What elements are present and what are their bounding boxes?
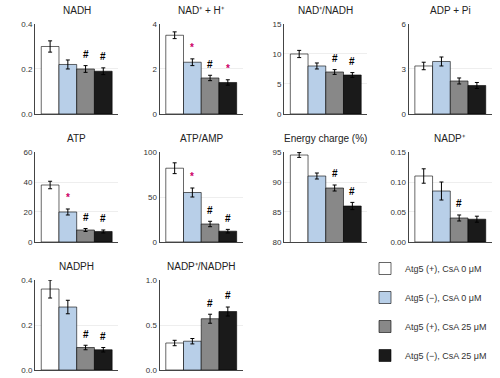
svg-text:*: * [190, 171, 194, 182]
svg-text:0: 0 [402, 110, 407, 119]
svg-text:#: # [100, 51, 106, 62]
svg-text:*: * [190, 42, 194, 53]
svg-text:NAD⁺ + H⁺: NAD⁺ + H⁺ [178, 5, 225, 16]
svg-text:0.2: 0.2 [21, 65, 33, 74]
svg-text:NADP⁺: NADP⁺ [434, 133, 466, 144]
svg-text:NADPH: NADPH [59, 261, 94, 272]
svg-text:#: # [349, 186, 355, 197]
svg-text:#: # [83, 329, 89, 340]
svg-text:#: # [332, 168, 338, 179]
svg-text:6: 6 [402, 20, 407, 29]
svg-text:4: 4 [152, 20, 157, 29]
svg-text:0.00: 0.00 [390, 238, 406, 247]
svg-text:0.10: 0.10 [390, 178, 406, 187]
svg-text:50: 50 [148, 193, 157, 202]
svg-text:0.0: 0.0 [146, 366, 158, 375]
svg-text:ATP/AMP: ATP/AMP [180, 133, 223, 144]
svg-text:0.15: 0.15 [390, 148, 406, 157]
svg-text:Atg5 (−), CsA 0 μM: Atg5 (−), CsA 0 μM [405, 293, 481, 303]
svg-text:ADP + Pi: ADP + Pi [430, 5, 471, 16]
svg-text:NAD⁺/NADH: NAD⁺/NADH [298, 5, 353, 16]
svg-text:Atg5 (+), CsA 0 μM: Atg5 (+), CsA 0 μM [405, 264, 481, 274]
svg-text:0: 0 [152, 110, 157, 119]
svg-text:100: 100 [144, 148, 158, 157]
svg-text:0: 0 [28, 238, 33, 247]
svg-text:Atg5 (−), CsA 25 μM: Atg5 (−), CsA 25 μM [405, 351, 486, 361]
svg-text:#: # [100, 331, 106, 342]
svg-text:*: * [226, 63, 230, 74]
svg-text:0.4: 0.4 [21, 276, 33, 285]
svg-text:3: 3 [402, 65, 407, 74]
svg-text:Atg5 (+), CsA 25 μM: Atg5 (+), CsA 25 μM [405, 322, 486, 332]
svg-text:#: # [332, 53, 338, 64]
svg-text:15: 15 [273, 20, 282, 29]
svg-text:Energy charge (%): Energy charge (%) [284, 133, 367, 144]
svg-text:#: # [207, 205, 213, 216]
svg-text:0.5: 0.5 [146, 321, 158, 330]
svg-text:#: # [225, 290, 231, 301]
svg-text:#: # [100, 213, 106, 224]
svg-text:0.05: 0.05 [390, 208, 406, 217]
svg-text:0.4: 0.4 [21, 20, 33, 29]
svg-text:#: # [456, 198, 462, 209]
svg-text:#: # [207, 59, 213, 70]
svg-text:0.0: 0.0 [21, 366, 33, 375]
svg-text:40: 40 [23, 178, 32, 187]
svg-text:NADH: NADH [63, 5, 91, 16]
svg-text:#: # [225, 213, 231, 224]
svg-text:90: 90 [273, 178, 282, 187]
svg-text:NADP⁺/NADPH: NADP⁺/NADPH [167, 261, 236, 272]
svg-text:80: 80 [273, 238, 282, 247]
svg-text:95: 95 [273, 148, 282, 157]
svg-text:2: 2 [152, 65, 157, 74]
svg-text:#: # [83, 212, 89, 223]
svg-text:#: # [349, 56, 355, 67]
svg-text:20: 20 [23, 208, 32, 217]
svg-text:0: 0 [152, 238, 157, 247]
svg-text:5: 5 [277, 80, 282, 89]
svg-text:0: 0 [277, 110, 282, 119]
svg-text:60: 60 [23, 148, 32, 157]
svg-text:0.0: 0.0 [21, 110, 33, 119]
svg-text:10: 10 [273, 50, 282, 59]
svg-text:1.0: 1.0 [146, 276, 158, 285]
svg-text:*: * [66, 192, 70, 203]
svg-text:ATP: ATP [67, 133, 86, 144]
svg-text:85: 85 [273, 208, 282, 217]
svg-text:#: # [83, 49, 89, 60]
svg-text:#: # [207, 298, 213, 309]
svg-text:0.2: 0.2 [21, 321, 33, 330]
